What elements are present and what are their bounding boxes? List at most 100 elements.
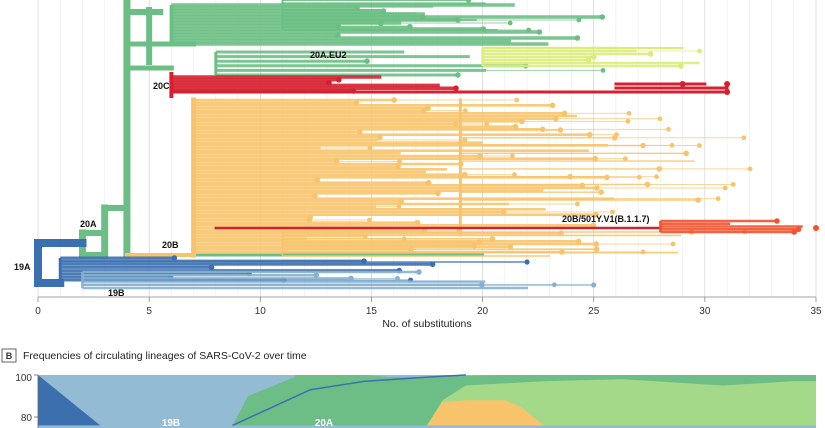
- clade-20b-tip: [575, 201, 580, 207]
- clade-20b-tip: [471, 242, 478, 249]
- clade-19b-tip: [591, 282, 597, 288]
- clade-20a-tip: [407, 23, 413, 30]
- clade-20a-tip: [507, 20, 513, 26]
- clade-b117-tip: [813, 225, 819, 231]
- clade-20a-tip: [536, 29, 543, 35]
- area-chart: 100 80 19B 20A: [15, 373, 816, 428]
- clade-b117-tip: [774, 218, 780, 224]
- area-series-20b: [427, 400, 544, 426]
- clade-20a-eu2-tip: [591, 54, 597, 60]
- x-tick-label: 10: [255, 306, 267, 317]
- clade-20a-tip: [378, 20, 384, 27]
- clade-label-20c: 20C: [153, 81, 170, 91]
- clade-19b-tip: [416, 269, 422, 275]
- clade-19a-tip: [171, 255, 178, 261]
- clade-20b-tip: [367, 217, 372, 223]
- y-tick-label-100: 100: [15, 373, 32, 384]
- clade-20b-tip: [741, 135, 747, 141]
- clade-20b-tip: [636, 174, 642, 180]
- clade-20a-tip: [465, 0, 472, 3]
- clade-20b-tip: [626, 110, 632, 116]
- clade-20b-tip: [610, 209, 615, 215]
- area-label-19b: 19B: [162, 418, 180, 428]
- clade-20c-tip: [724, 81, 731, 87]
- clade-20b-tip: [622, 156, 628, 162]
- panel-b-title: Frequencies of circulating lineages of S…: [23, 350, 307, 362]
- clade-19a-tip: [208, 264, 215, 271]
- area-series-19a-edge: [232, 374, 466, 427]
- x-tick-label: 30: [699, 306, 711, 317]
- clade-20a-tip: [364, 58, 370, 64]
- clade-20c-tip: [335, 77, 342, 83]
- clade-20b-tip: [697, 143, 702, 148]
- clade-20b-tip: [425, 105, 431, 111]
- panel-b-letter-box: [1, 348, 17, 363]
- x-tick-label: 35: [810, 306, 822, 317]
- x-axis-label: No. of substitutions: [382, 318, 471, 330]
- x-tick-label: 15: [366, 306, 378, 317]
- clade-19b-tip: [313, 272, 320, 279]
- clade-20b-tip: [683, 150, 689, 157]
- panel-b-letter: B: [6, 351, 13, 361]
- x-tick-label: 20: [477, 306, 489, 317]
- clade-20b-tip: [512, 172, 517, 178]
- clade-20a-tip: [576, 17, 582, 23]
- x-tick-label: 0: [35, 306, 41, 317]
- clade-20a-tip: [574, 35, 581, 41]
- x-tick-label: 5: [146, 306, 152, 317]
- clade-20a-tip: [526, 27, 532, 33]
- clade-20b-tip: [476, 239, 483, 246]
- clade-20b-tip: [747, 166, 753, 172]
- clade-20a-tip: [599, 14, 606, 20]
- area-label-20a: 20A: [315, 418, 333, 428]
- x-tick-label: 25: [588, 306, 600, 317]
- clade-20b-tip: [376, 134, 383, 141]
- clade-20b-tip: [507, 243, 514, 250]
- clade-20b-tip: [484, 121, 490, 127]
- clade-20b-tip: [462, 108, 468, 114]
- clade-b117-tip: [791, 229, 797, 235]
- clade-20b-tip: [695, 197, 701, 203]
- clade-20b-tip: [654, 174, 659, 180]
- clade-20c-tip: [453, 85, 459, 91]
- clade-label-20b: 20B: [162, 240, 179, 250]
- clade-20b-tip: [593, 246, 600, 252]
- clade-19a-tip: [524, 259, 530, 265]
- clade-19a-tip: [429, 261, 436, 268]
- clade-20b-tip: [462, 137, 468, 143]
- clade-label-20a: 20A: [80, 219, 97, 229]
- clade-20a-eu2-tip: [697, 48, 703, 54]
- clade-20b-tip: [396, 204, 402, 210]
- clade-20a-tip: [455, 72, 461, 78]
- clade-20a-tip: [419, 13, 425, 20]
- clade-20b-tip: [722, 185, 728, 191]
- clade-20b-tip: [593, 211, 599, 218]
- clade-label-20a-eu2: 20A.EU2: [310, 50, 347, 60]
- clade-20b-tip: [657, 116, 663, 122]
- clade-20b-tip: [549, 102, 556, 109]
- clade-20a-tip: [600, 68, 606, 73]
- clade-20b-tip: [590, 222, 597, 229]
- clade-labels: 19A 19B 20A 20A.EU2 20B 20C 20B/501Y.V1(…: [14, 50, 650, 298]
- clade-20b-tip: [598, 189, 605, 196]
- clade-b117-tip: [795, 226, 802, 233]
- clade-20b-tip: [510, 153, 515, 159]
- clade-20a-eu2-tip: [647, 51, 654, 57]
- clade-label-19a: 19A: [14, 262, 31, 272]
- clade-label-19b: 19B: [108, 288, 125, 298]
- clade-20b-tip: [715, 196, 721, 202]
- clade-20b-tip: [489, 236, 496, 242]
- clade-20c-tip: [679, 81, 686, 87]
- clade-20b-tip: [367, 145, 373, 151]
- clade-20a-eu2-tip: [678, 63, 684, 69]
- tree-branches: [34, 0, 819, 290]
- clade-20c-tip: [724, 89, 731, 95]
- clade-20b-tip: [666, 126, 671, 132]
- area-series-19a: [38, 375, 101, 426]
- clade-20b-tip: [514, 97, 520, 103]
- clade-20b-tip: [557, 127, 564, 133]
- clade-20b-tip: [670, 241, 676, 247]
- y-tick-label-80: 80: [21, 413, 33, 424]
- clade-19b-tip: [395, 276, 400, 281]
